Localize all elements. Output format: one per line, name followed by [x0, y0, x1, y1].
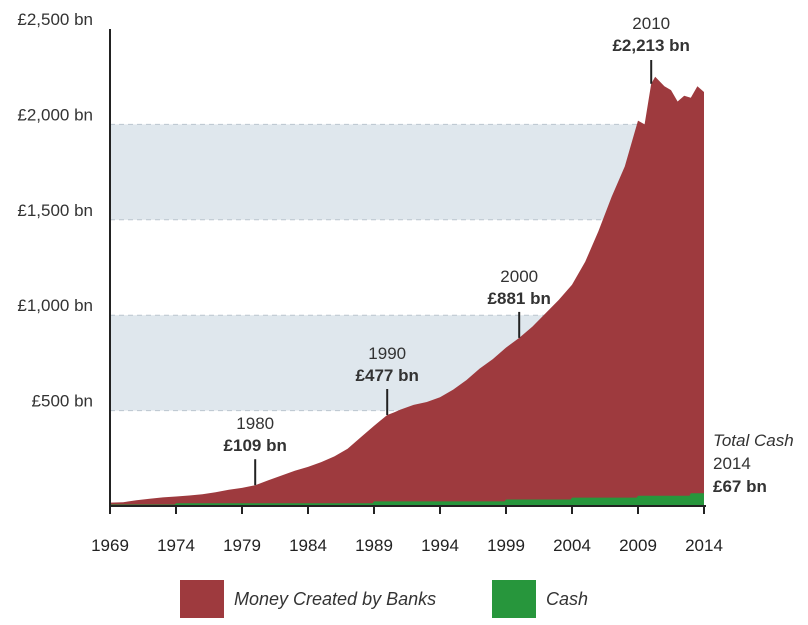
legend-label-banks: Money Created by Banks — [234, 588, 437, 609]
annotation-value: £881 bn — [488, 289, 551, 308]
area-series-1 — [110, 493, 704, 506]
annotations: 1980 £109 bn 1990 £477 bn 2000 £881 bn 2010 £2,… — [224, 14, 690, 486]
legend-swatch-cash — [492, 580, 536, 618]
cash-annotation-year: 2014 — [713, 454, 751, 473]
y-tick-label: £1,500 bn — [17, 201, 93, 220]
legend-label-cash: Cash — [546, 588, 589, 609]
legend-item-cash: Cash — [492, 580, 588, 618]
cash-annotation: Total Cash 2014 £67 bn — [713, 431, 794, 496]
legend-swatch-banks — [180, 580, 224, 618]
area-series-0 — [110, 76, 704, 506]
axes — [109, 29, 706, 507]
cash-annotation-value: £67 bn — [713, 477, 767, 496]
x-tick-label: 1969 — [91, 536, 129, 555]
y-tick-label: £500 bn — [32, 392, 93, 411]
annotation-year: 1990 — [368, 344, 406, 363]
annotation-year: 2010 — [632, 14, 670, 33]
annotation-year: 1980 — [236, 414, 274, 433]
data-areas — [110, 76, 704, 506]
x-tick-label: 2014 — [685, 536, 723, 555]
y-tick-label: £2,000 bn — [17, 105, 93, 124]
x-tick-labels: 1969 1974 1979 1984 1989 1994 1999 2004 2009 2014 — [91, 506, 723, 555]
x-tick-label: 1974 — [157, 536, 195, 555]
x-tick-label: 2009 — [619, 536, 657, 555]
cash-annotation-label: Total Cash — [713, 431, 794, 450]
band-1 — [110, 124, 704, 220]
annotation-value: £477 bn — [356, 366, 419, 385]
x-tick-label: 1984 — [289, 536, 327, 555]
y-tick-label: £1,000 bn — [17, 296, 93, 315]
legend-item-banks: Money Created by Banks — [180, 580, 436, 618]
x-tick-label: 1999 — [487, 536, 525, 555]
y-tick-label: £2,500 bn — [17, 10, 93, 29]
annotation-value: £109 bn — [224, 436, 287, 455]
annotation-year: 2000 — [500, 267, 538, 286]
x-tick-label: 1979 — [223, 536, 261, 555]
x-tick-label: 1994 — [421, 536, 459, 555]
y-tick-labels: £500 bn £1,000 bn £1,500 bn £2,000 bn £2,500… — [17, 10, 93, 411]
x-tick-label: 1989 — [355, 536, 393, 555]
x-tick-label: 2004 — [553, 536, 591, 555]
annotation-value: £2,213 bn — [612, 36, 690, 55]
